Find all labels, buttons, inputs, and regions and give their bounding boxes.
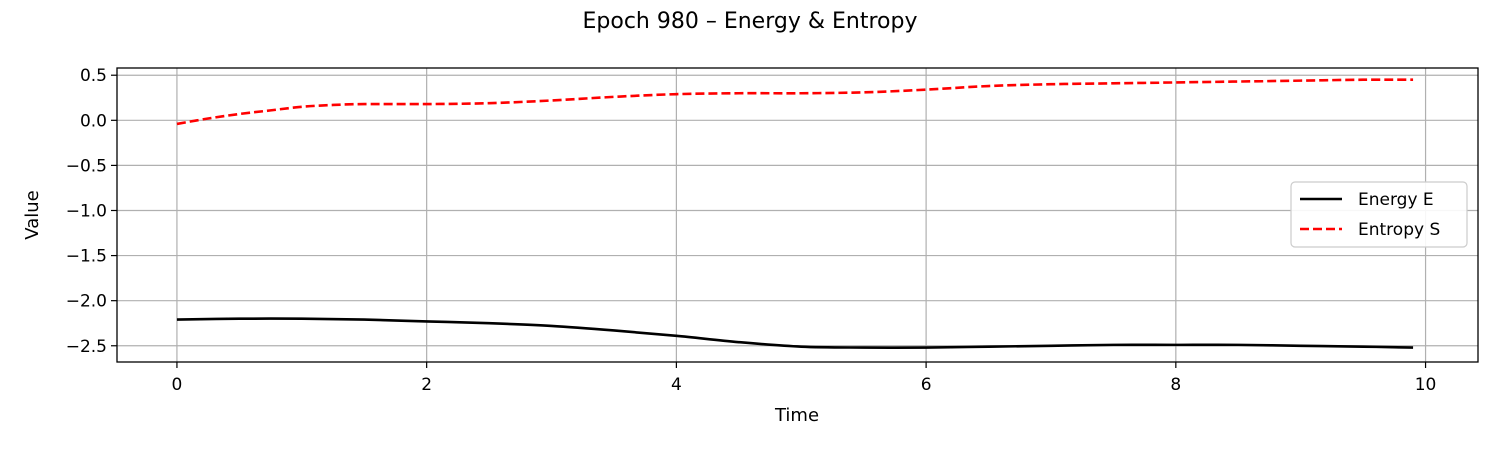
y-tick-label: −2.0 (66, 292, 107, 312)
series-line-energy-e (176, 317, 1414, 349)
y-axis-title: Value (22, 190, 43, 239)
tick-layer: 0 2 4 6 8 10 0.5 0.0 −0.5 −1.0 −1.5 −2.0 −2.5 (66, 66, 1437, 395)
legend: Energy E Entropy S (1290, 181, 1468, 248)
y-tick-label: −1.0 (66, 201, 107, 221)
x-axis-title: Time (774, 405, 819, 426)
legend-label: Entropy S (1358, 220, 1440, 240)
chart-title: Epoch 980 – Energy & Entropy (583, 9, 918, 34)
series-line-entropy-s (176, 78, 1414, 126)
x-tick-label: 4 (671, 375, 682, 395)
y-tick-label: −2.5 (66, 337, 107, 357)
y-tick-label: 0.0 (80, 111, 107, 131)
y-tick-label: −1.5 (66, 247, 107, 267)
series-layer (176, 78, 1414, 349)
x-tick-label: 10 (1415, 375, 1437, 395)
legend-label: Energy E (1358, 190, 1434, 210)
y-tick-label: 0.5 (80, 66, 107, 86)
x-tick-label: 2 (421, 375, 432, 395)
x-tick-label: 0 (172, 375, 183, 395)
x-tick-label: 8 (1170, 375, 1181, 395)
y-tick-label: −0.5 (66, 156, 107, 176)
plot-frame (116, 67, 1479, 363)
x-tick-label: 6 (921, 375, 932, 395)
grid-layer (117, 68, 1478, 362)
